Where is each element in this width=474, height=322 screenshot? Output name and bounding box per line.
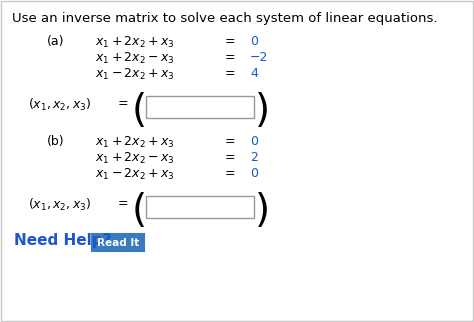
Text: =: = xyxy=(225,67,236,80)
Text: $(x_1, x_2, x_3)$: $(x_1, x_2, x_3)$ xyxy=(28,97,91,113)
Text: $(x_1, x_2, x_3)$: $(x_1, x_2, x_3)$ xyxy=(28,197,91,213)
Text: $x_1 + 2x_2 - x_3$: $x_1 + 2x_2 - x_3$ xyxy=(95,51,175,66)
Text: (b): (b) xyxy=(47,135,64,148)
Text: =: = xyxy=(118,97,128,110)
Text: $x_1 + 2x_2 + x_3$: $x_1 + 2x_2 + x_3$ xyxy=(95,135,175,150)
Text: Use an inverse matrix to solve each system of linear equations.: Use an inverse matrix to solve each syst… xyxy=(12,12,438,25)
Text: Need Help?: Need Help? xyxy=(14,233,111,248)
Text: $x_1 - 2x_2 + x_3$: $x_1 - 2x_2 + x_3$ xyxy=(95,67,175,82)
Text: 2: 2 xyxy=(250,151,258,164)
Text: (: ( xyxy=(132,92,147,130)
Text: =: = xyxy=(225,151,236,164)
FancyBboxPatch shape xyxy=(146,196,254,218)
Text: $x_1 + 2x_2 + x_3$: $x_1 + 2x_2 + x_3$ xyxy=(95,35,175,50)
Text: 0: 0 xyxy=(250,35,258,48)
Text: 4: 4 xyxy=(250,67,258,80)
Text: $x_1 - 2x_2 + x_3$: $x_1 - 2x_2 + x_3$ xyxy=(95,167,175,182)
Text: ): ) xyxy=(255,92,270,130)
Text: $x_1 + 2x_2 - x_3$: $x_1 + 2x_2 - x_3$ xyxy=(95,151,175,166)
FancyBboxPatch shape xyxy=(92,234,144,251)
Text: (: ( xyxy=(132,192,147,230)
Text: (a): (a) xyxy=(47,35,64,48)
Text: =: = xyxy=(225,167,236,180)
Text: Read It: Read It xyxy=(97,238,139,248)
Text: =: = xyxy=(225,51,236,64)
Text: ): ) xyxy=(255,192,270,230)
Text: −2: −2 xyxy=(250,51,268,64)
Text: 0: 0 xyxy=(250,135,258,148)
Text: 0: 0 xyxy=(250,167,258,180)
FancyBboxPatch shape xyxy=(146,96,254,118)
Text: =: = xyxy=(225,35,236,48)
Text: =: = xyxy=(225,135,236,148)
Text: =: = xyxy=(118,197,128,210)
